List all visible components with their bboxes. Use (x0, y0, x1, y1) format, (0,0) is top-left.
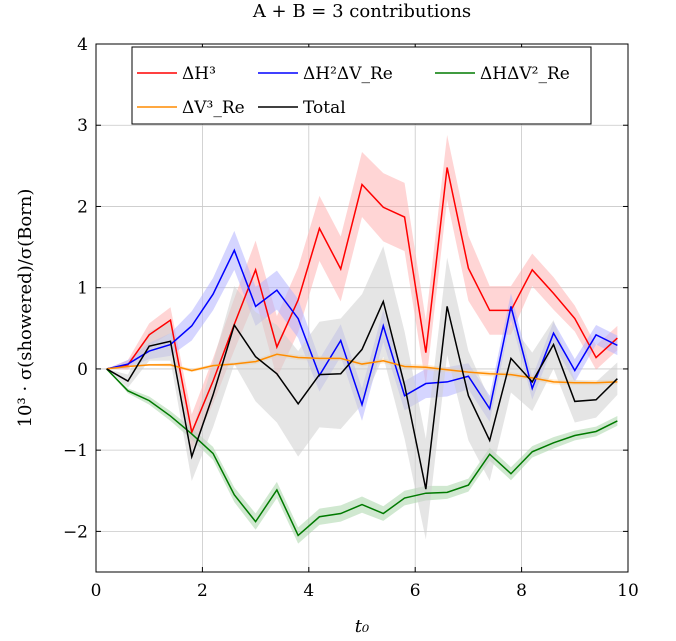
legend-label-series-1: ΔH²ΔV_Re (303, 64, 393, 84)
y-tick-label: 0 (77, 360, 88, 380)
x-tick-label: 6 (410, 581, 421, 601)
plot-frame (95, 43, 629, 573)
y-tick-label: −2 (63, 522, 88, 542)
line-series-2 (106, 368, 618, 537)
legend-label-series-2: ΔHΔV²_Re (480, 64, 570, 84)
legend-label-series-0: ΔH³ (182, 64, 216, 84)
chart-title: A + B = 3 contributions (252, 1, 471, 22)
band-series-1 (106, 230, 618, 422)
line-series-4 (106, 299, 618, 490)
y-tick-label: −1 (63, 441, 88, 461)
ticks: 0 2 4 6 8 10 −2 −1 0 1 2 3 4 (63, 35, 639, 601)
legend-box (131, 46, 592, 125)
x-tick-label: 2 (197, 581, 208, 601)
y-axis-label: 10³ · σ(showered)/σ(Born) (15, 189, 36, 428)
x-tick-label: 10 (617, 581, 639, 601)
series-lines (106, 167, 618, 537)
x-tick-label: 8 (516, 581, 527, 601)
error-bands (106, 134, 618, 544)
line-series-0 (106, 167, 618, 435)
band-series-0 (106, 134, 618, 451)
legend: ΔH³ ΔH²ΔV_Re ΔHΔV²_Re ΔV³_Re Total (131, 46, 592, 125)
x-axis-label: t₀ (355, 616, 369, 637)
y-tick-label: 2 (77, 197, 88, 217)
band-series-2 (106, 368, 618, 544)
legend-label-series-3: ΔV³_Re (182, 98, 245, 118)
y-tick-label: 1 (77, 279, 88, 299)
line-series-1 (106, 248, 618, 411)
x-tick-label: 4 (303, 581, 314, 601)
y-tick-label: 4 (77, 35, 88, 55)
legend-label-series-4: Total (303, 98, 346, 118)
y-tick-label: 3 (77, 116, 88, 136)
x-tick-label: 0 (91, 581, 102, 601)
band-series-4 (106, 246, 618, 540)
line-series-3 (106, 353, 618, 384)
